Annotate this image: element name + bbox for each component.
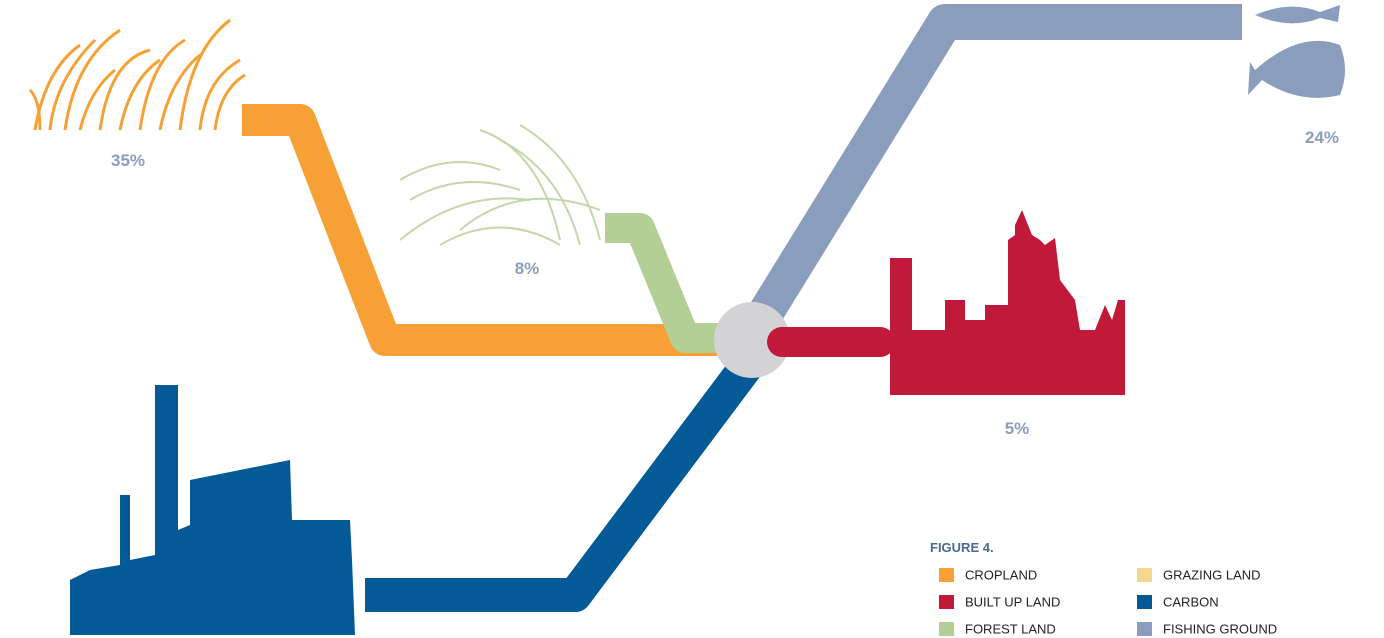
- fishing-flow: [739, 4, 1242, 340]
- grass-icon: [28, 18, 246, 131]
- legend-label: CROPLAND: [965, 567, 1037, 582]
- city-icon: [890, 210, 1125, 395]
- legend-swatch: [1137, 595, 1152, 609]
- legend-swatch: [939, 568, 954, 582]
- built-label: 5%: [1005, 419, 1030, 438]
- legend: CROPLAND BUILT UP LAND FOREST LAND GRAZING …: [939, 567, 1277, 636]
- forest-flow: [605, 213, 720, 353]
- hub: [714, 302, 790, 378]
- legend-swatch: [939, 595, 954, 609]
- legend-swatch: [1137, 568, 1152, 582]
- legend-swatch: [1137, 622, 1152, 636]
- cropland-label: 35%: [111, 151, 145, 170]
- figure-title: FIGURE 4.: [930, 540, 994, 555]
- fishing-label: 24%: [1305, 128, 1339, 147]
- factory-icon: [70, 385, 355, 635]
- legend-swatch: [939, 622, 954, 636]
- legend-label: CARBON: [1163, 594, 1219, 609]
- legend-label: FOREST LAND: [965, 621, 1056, 636]
- legend-label: GRAZING LAND: [1163, 567, 1261, 582]
- legend-label: FISHING GROUND: [1163, 621, 1277, 636]
- forest-label: 8%: [515, 259, 540, 278]
- carbon-flow: [365, 344, 769, 612]
- cropland-flow: [242, 104, 720, 356]
- palm-icon: [399, 124, 601, 246]
- fish-icon: [1248, 5, 1345, 98]
- legend-label: BUILT UP LAND: [965, 594, 1060, 609]
